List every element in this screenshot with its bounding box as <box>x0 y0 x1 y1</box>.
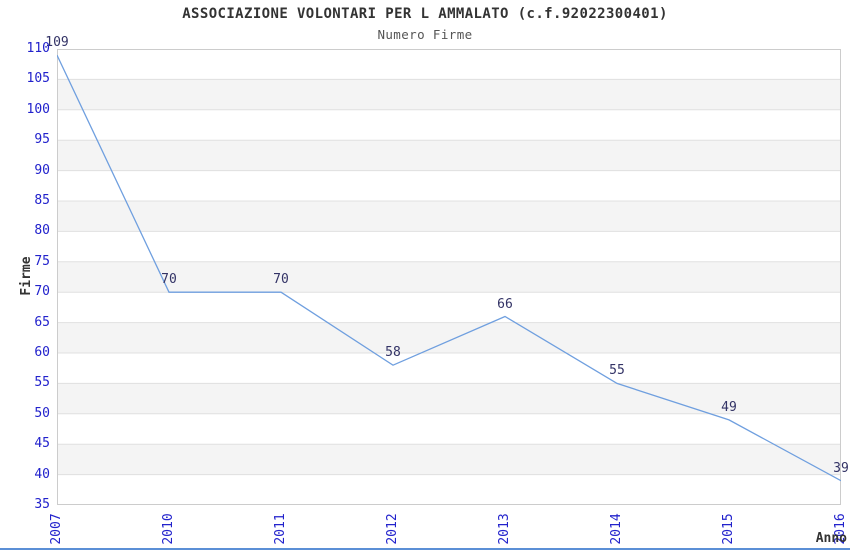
y-tick-label: 50 <box>34 405 50 421</box>
data-point-label: 70 <box>161 272 177 288</box>
background-band <box>57 201 841 232</box>
y-tick-label: 105 <box>26 71 50 87</box>
x-tick-label: 2010 <box>161 513 176 545</box>
data-point-label: 70 <box>273 272 289 288</box>
y-tick-label: 75 <box>34 253 50 269</box>
data-point-label: 39 <box>833 460 849 476</box>
data-point-label: 58 <box>385 345 401 361</box>
x-tick-label: 2011 <box>273 513 288 545</box>
data-point-label: 109 <box>45 35 69 51</box>
y-tick-label: 85 <box>34 193 50 208</box>
y-tick-label: 35 <box>34 497 50 512</box>
y-tick-label: 95 <box>34 132 50 148</box>
y-tick-label: 80 <box>34 223 50 239</box>
data-point-label: 66 <box>497 296 513 312</box>
y-tick-label: 55 <box>34 375 50 391</box>
y-tick-label: 70 <box>34 284 50 300</box>
data-point-label: 55 <box>609 363 625 379</box>
chart-subtitle: Numero Firme <box>377 27 473 42</box>
background-band <box>57 140 841 171</box>
data-point-label: 49 <box>721 399 737 415</box>
line-series-svg <box>57 49 841 505</box>
background-band <box>57 322 841 353</box>
plot-area: 109 70 70 58 66 55 49 39 <box>45 36 849 505</box>
background-band <box>57 383 841 414</box>
bottom-rule <box>0 548 850 550</box>
y-tick-label: 90 <box>34 162 50 178</box>
y-tick-label: 45 <box>34 436 50 452</box>
background-band <box>57 79 841 110</box>
x-tick-label: 2014 <box>609 513 624 545</box>
y-tick-label: 40 <box>34 466 50 482</box>
y-tick-label: 60 <box>34 345 50 360</box>
plot-frame <box>57 49 841 505</box>
y-tick-label: 65 <box>34 314 50 330</box>
y-tick-label: 100 <box>26 101 50 117</box>
x-tick-label: 2015 <box>721 513 736 545</box>
chart-title: ASSOCIAZIONE VOLONTARI PER L AMMALATO (c… <box>182 6 668 22</box>
background-band <box>57 444 841 475</box>
background-band <box>57 261 841 293</box>
x-tick-label: 2007 <box>49 513 64 545</box>
x-axis-title: Anno <box>815 531 847 546</box>
x-tick-label: 2012 <box>385 513 400 545</box>
series-line <box>57 54 841 482</box>
y-tick-label: 110 <box>26 41 50 56</box>
x-tick-label: 2013 <box>497 513 512 545</box>
